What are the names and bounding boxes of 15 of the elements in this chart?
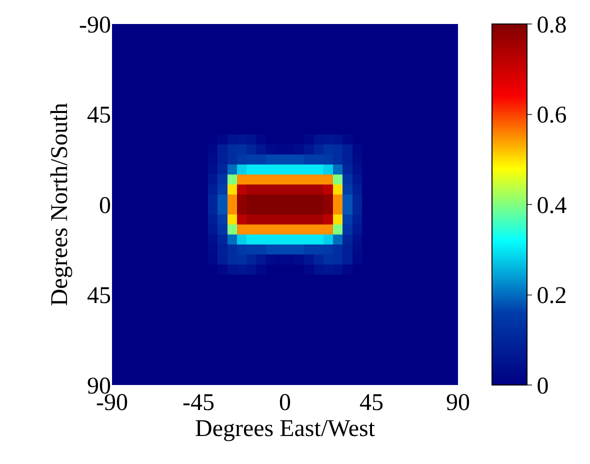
y-tick-label: -90 [79, 12, 111, 38]
y-axis-title: Degrees North/South [47, 102, 74, 306]
color-bar-label: 0.4 [536, 192, 567, 219]
y-tick-label: 45 [87, 102, 111, 129]
x-tick-label: 45 [360, 390, 384, 416]
y-tick-label: 45 [87, 283, 111, 310]
color-bar-label: 0.6 [536, 102, 567, 129]
x-axis-title: Degrees East/West [195, 416, 376, 442]
x-tick-label: -45 [182, 390, 214, 416]
color-bar-label: 0.8 [536, 12, 567, 38]
color-bar-label: 0 [536, 373, 549, 400]
x-tick-label: 0 [279, 390, 291, 416]
x-tick-label: 90 [446, 390, 470, 416]
y-tick-label: 0 [99, 192, 111, 219]
color-bar-label: 0.2 [536, 283, 567, 310]
